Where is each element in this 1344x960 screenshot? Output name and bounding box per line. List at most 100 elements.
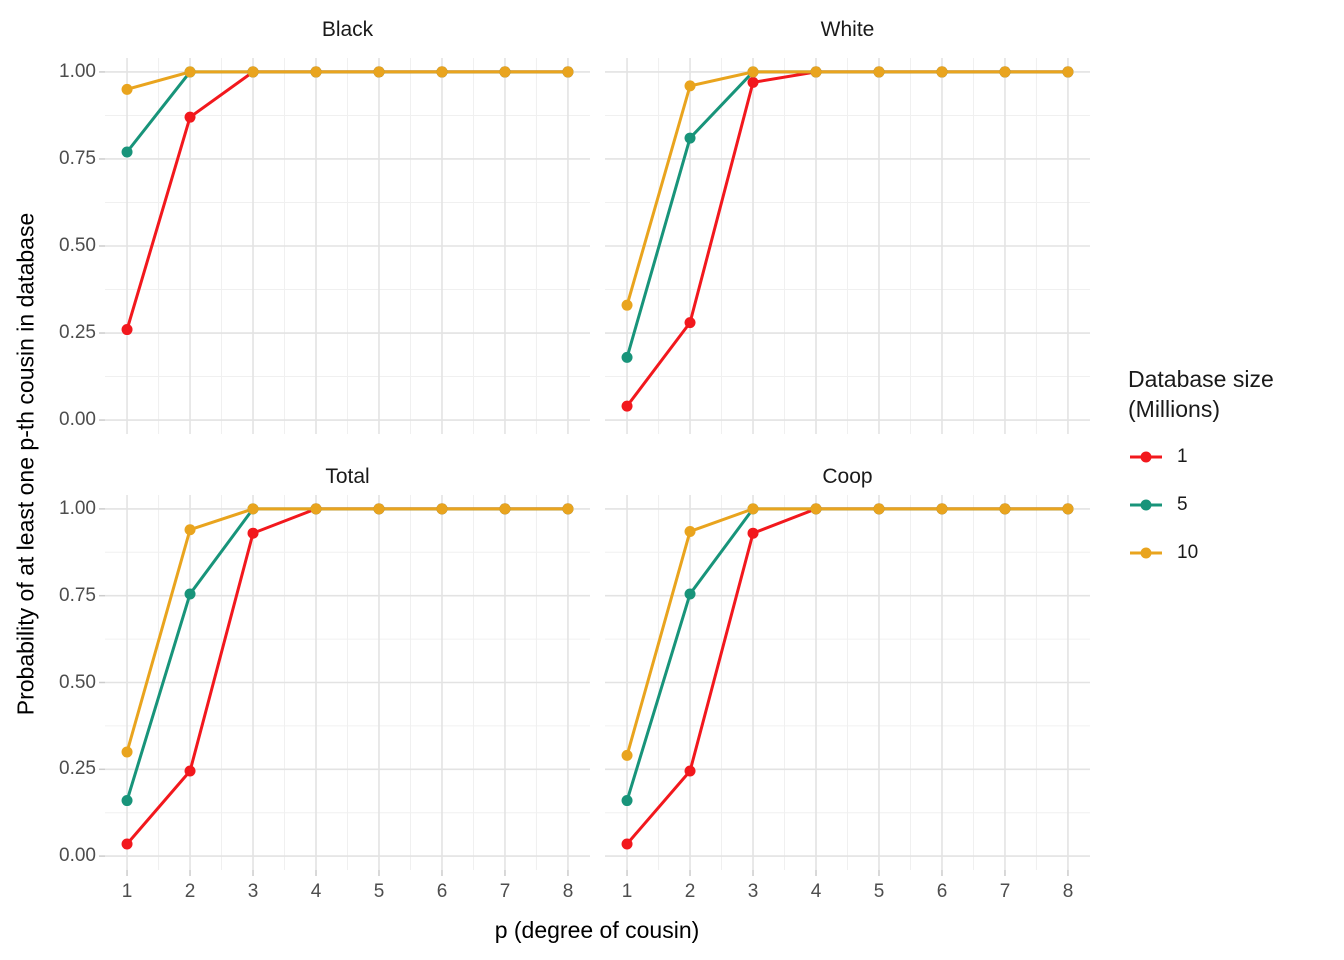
data-point-10m: [810, 503, 822, 515]
data-point-1m: [747, 527, 759, 539]
data-point-10m: [1062, 66, 1074, 78]
data-point-1m: [121, 838, 133, 850]
x-tick-label: 8: [562, 881, 574, 902]
y-tick-label: 0.25: [59, 758, 96, 779]
data-point-10m: [499, 66, 511, 78]
x-tick-label: 5: [373, 881, 385, 902]
x-tick-label: 7: [499, 881, 511, 902]
data-point-1m: [121, 324, 133, 336]
data-point-10m: [684, 525, 696, 537]
x-tick-label: 2: [184, 881, 196, 902]
y-tick-label: 1.00: [59, 498, 96, 519]
facet-panel-black: [99, 58, 590, 434]
data-point-10m: [873, 503, 885, 515]
data-point-10m: [310, 66, 322, 78]
series-lines: [625, 507, 1068, 845]
data-point-10m: [121, 83, 133, 95]
legend-entry-10m: 10: [1128, 539, 1198, 567]
y-tick-label: 0.50: [59, 235, 96, 256]
data-point-1m: [684, 317, 696, 329]
data-point-10m: [873, 66, 885, 78]
data-point-5m: [121, 795, 133, 807]
legend-entry-label: 10: [1177, 542, 1199, 563]
axis-tick-marks: [99, 71, 105, 421]
series-line-10m: [126, 70, 568, 91]
y-tick-label: 0.75: [59, 148, 96, 169]
legend-entry-1m: 1: [1128, 443, 1188, 471]
data-point-10m: [747, 503, 759, 515]
x-tick-label: 7: [999, 881, 1011, 902]
data-point-10m: [747, 66, 759, 78]
legend-key-icon: [1130, 547, 1162, 559]
x-tick-label: 5: [873, 881, 885, 902]
x-tick-label: 4: [810, 881, 822, 902]
x-tick-label: 3: [747, 881, 759, 902]
data-point-1m: [184, 111, 196, 123]
y-tick-label: 0.00: [59, 845, 96, 866]
data-point-10m: [184, 524, 196, 536]
legend-title: Database size (Millions): [1128, 366, 1274, 422]
facet-title-total: Total: [325, 465, 370, 488]
data-point-5m: [684, 588, 696, 600]
x-tick-label: 6: [436, 881, 448, 902]
y-tick-label: 0.25: [59, 322, 96, 343]
data-point-10m: [999, 66, 1011, 78]
series-line-10m: [625, 70, 1068, 306]
data-point-1m: [747, 76, 759, 88]
data-point-5m: [621, 795, 633, 807]
data-point-10m: [436, 503, 448, 515]
data-point-5m: [621, 351, 633, 363]
data-point-5m: [121, 146, 133, 158]
series-points: [621, 66, 1074, 412]
data-point-1m: [621, 400, 633, 412]
data-point-10m: [310, 503, 322, 515]
series-points: [121, 66, 574, 336]
data-point-10m: [247, 66, 259, 78]
legend-entry-5m: 5: [1128, 491, 1188, 519]
x-tick-label: 8: [1062, 881, 1074, 902]
data-point-10m: [936, 503, 948, 515]
data-point-10m: [1062, 503, 1074, 515]
series-line-10m: [125, 507, 568, 753]
x-tick-label: 1: [621, 881, 633, 902]
legend-key-icon: [1130, 499, 1162, 511]
x-tick-label: 6: [936, 881, 948, 902]
legend: Database size (Millions) 1 5 10: [1128, 364, 1344, 614]
series-points: [621, 503, 1074, 850]
facet-title-coop: Coop: [822, 465, 873, 488]
y-tick-label: 1.00: [59, 61, 96, 82]
y-tick-label: 0.00: [59, 409, 96, 430]
series-lines: [625, 70, 1068, 408]
data-point-5m: [684, 132, 696, 144]
y-tick-label: 0.50: [59, 672, 96, 693]
facet-panel-coop: [605, 495, 1090, 876]
x-axis-title: p (degree of cousin): [494, 917, 700, 943]
data-point-10m: [247, 503, 259, 515]
data-point-10m: [499, 503, 511, 515]
data-point-10m: [562, 503, 574, 515]
gridlines-major: [605, 58, 1090, 434]
data-point-10m: [936, 66, 948, 78]
data-point-10m: [621, 749, 633, 761]
facet-title-white: White: [820, 18, 875, 41]
data-point-1m: [684, 765, 696, 777]
data-point-10m: [121, 746, 133, 758]
series-lines: [125, 70, 568, 330]
data-point-10m: [684, 80, 696, 92]
series-lines: [125, 507, 568, 845]
data-point-5m: [184, 588, 196, 600]
data-point-10m: [810, 66, 822, 78]
series-line-10m: [625, 507, 1068, 756]
axis-tick-marks: [626, 870, 1069, 876]
data-point-10m: [184, 66, 196, 78]
data-point-10m: [436, 66, 448, 78]
axis-tick-marks: [99, 508, 569, 876]
legend-entry-label: 1: [1177, 446, 1188, 467]
data-point-10m: [621, 299, 633, 311]
data-point-1m: [184, 765, 196, 777]
data-point-10m: [999, 503, 1011, 515]
facet-panel-total: [99, 495, 590, 876]
x-tick-label: 3: [247, 881, 259, 902]
data-point-10m: [373, 503, 385, 515]
data-point-10m: [373, 66, 385, 78]
